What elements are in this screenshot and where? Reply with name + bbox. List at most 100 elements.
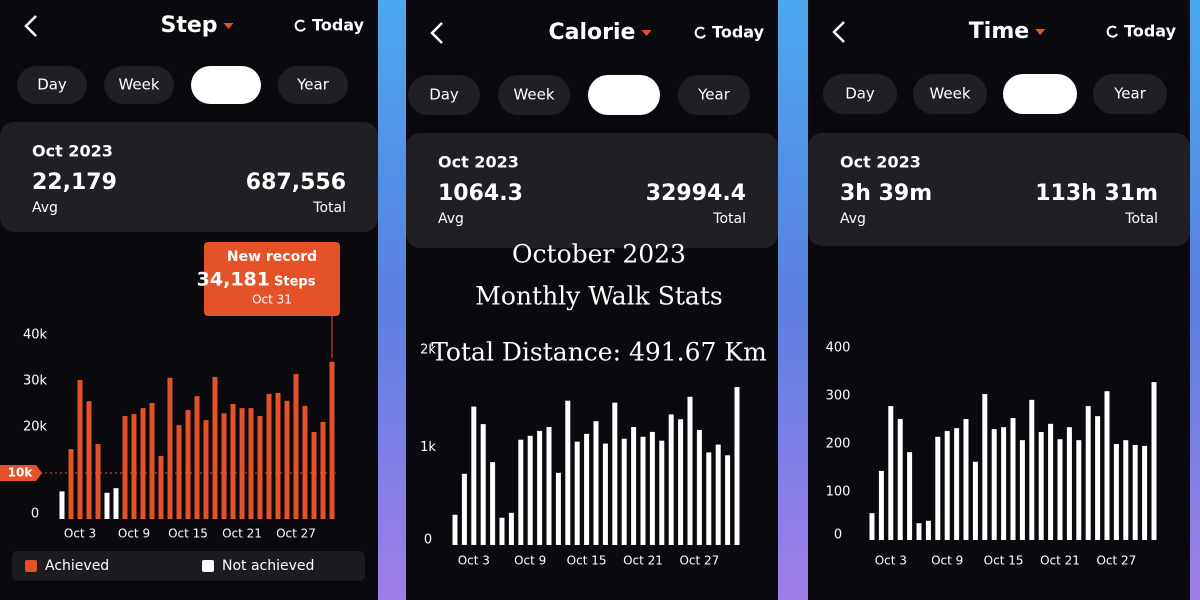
tab-label[interactable]: Year	[1113, 85, 1147, 103]
record-title: New record	[227, 249, 317, 265]
bar	[212, 376, 218, 519]
tab-label[interactable]: Day	[845, 85, 875, 103]
y-tick-label: 100	[826, 485, 851, 500]
bar	[59, 491, 65, 519]
bar	[461, 473, 467, 545]
back-button[interactable]	[24, 15, 37, 37]
total-label: Total	[712, 211, 746, 227]
legend-swatch	[202, 560, 214, 572]
avg-label: Avg	[438, 211, 464, 227]
bar	[1001, 427, 1007, 540]
bar	[320, 421, 326, 519]
dropdown-arrow	[1035, 29, 1046, 35]
bar	[131, 414, 137, 519]
legend-swatch	[25, 560, 37, 572]
summary-card	[808, 133, 1190, 246]
tab-label[interactable]: Year	[697, 86, 731, 104]
bar	[194, 396, 200, 519]
bar	[311, 432, 317, 519]
tab[interactable]	[191, 66, 261, 104]
overlay-text: October 2023	[512, 240, 686, 269]
legend-label: Not achieved	[222, 558, 314, 574]
bar	[158, 455, 164, 519]
legend-box	[12, 551, 365, 581]
bar	[555, 472, 561, 545]
tab-label[interactable]: Month	[199, 76, 253, 94]
today-button[interactable]: Today	[712, 23, 765, 42]
bar	[266, 393, 272, 519]
tab[interactable]	[823, 74, 897, 114]
bar	[602, 443, 608, 545]
tab-label[interactable]: Day	[429, 86, 459, 104]
x-tick-label: Oct 9	[118, 527, 150, 541]
phone-screen: Time Today Day Week Month Year Oct 2023 3h 39m A…	[808, 0, 1190, 600]
refresh-icon	[294, 19, 306, 32]
today-button[interactable]: Today	[1124, 22, 1177, 41]
bar	[275, 392, 281, 519]
tab[interactable]	[278, 66, 348, 104]
tab[interactable]	[1003, 74, 1077, 114]
tab[interactable]	[588, 75, 660, 115]
tab-label[interactable]: Week	[513, 86, 554, 104]
tab[interactable]	[1093, 74, 1167, 114]
tab[interactable]	[913, 74, 987, 114]
tab[interactable]	[678, 75, 750, 115]
record-value: 34,181	[197, 269, 270, 291]
tab[interactable]	[498, 75, 570, 115]
tab-label[interactable]: Month	[1013, 85, 1067, 103]
bar	[248, 408, 254, 519]
screen-title[interactable]: Step	[160, 13, 217, 38]
bar	[95, 444, 101, 519]
period: Oct 2023	[438, 153, 519, 172]
bar	[907, 452, 913, 540]
tab-label[interactable]: Day	[37, 76, 67, 94]
phone-screen: Calorie Today Day Week Month Year Oct 2023 1064…	[406, 0, 778, 600]
period: Oct 2023	[840, 153, 921, 172]
record-tooltip	[204, 242, 340, 316]
bar	[668, 414, 674, 545]
bar	[659, 440, 665, 545]
tab-label[interactable]: Week	[118, 76, 159, 94]
tab-label[interactable]: Month	[597, 86, 651, 104]
bar	[925, 520, 931, 540]
bar	[640, 436, 646, 545]
y-tick-label: 30k	[23, 374, 48, 389]
back-button[interactable]	[430, 22, 443, 44]
tab[interactable]	[408, 75, 480, 115]
x-tick-label: Oct 15	[567, 554, 607, 568]
bar	[518, 439, 524, 545]
x-tick-label: Oct 3	[64, 527, 96, 541]
bar	[167, 377, 173, 519]
bar	[508, 512, 514, 545]
bar	[972, 461, 978, 540]
tab-label[interactable]: Week	[929, 85, 970, 103]
bar	[471, 406, 477, 545]
bar	[1029, 399, 1035, 540]
dropdown-arrow	[223, 23, 234, 29]
overlay-text: Monthly Walk Stats	[475, 282, 722, 311]
avg-label: Avg	[32, 200, 58, 216]
goal-label: 10k	[8, 466, 34, 480]
back-button[interactable]	[832, 21, 845, 43]
screen-title[interactable]: Calorie	[549, 20, 636, 45]
bar	[706, 452, 712, 545]
bar	[149, 403, 155, 519]
y-tick-label: 2k	[420, 343, 436, 358]
tab[interactable]	[104, 66, 174, 104]
record-date: Oct 31	[252, 293, 292, 307]
tab-label[interactable]: Year	[296, 76, 330, 94]
summary-card	[406, 133, 778, 248]
x-tick-label: Oct 9	[931, 554, 963, 568]
bar	[1085, 406, 1091, 540]
y-tick-label: 1k	[420, 440, 436, 455]
today-button[interactable]: Today	[312, 16, 365, 35]
bar	[935, 436, 941, 540]
screen-title[interactable]: Time	[969, 19, 1029, 44]
bar	[593, 421, 599, 545]
x-tick-label: Oct 27	[1096, 554, 1136, 568]
bar	[991, 429, 997, 540]
tab[interactable]	[17, 66, 87, 104]
bar	[1066, 427, 1072, 540]
total-label: Total	[1124, 211, 1158, 227]
